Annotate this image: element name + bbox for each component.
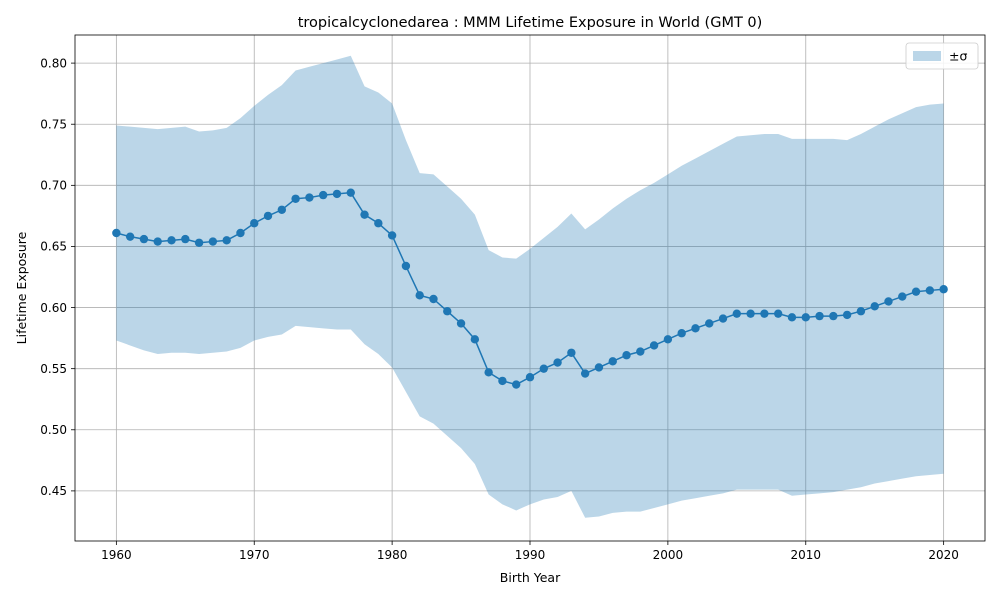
data-point [456, 319, 466, 328]
y-axis-label: Lifetime Exposure [14, 231, 29, 344]
x-tick-label: 2000 [653, 548, 684, 562]
y-tick-label: 0.45 [40, 484, 67, 498]
data-point [911, 287, 921, 296]
y-tick-label: 0.80 [40, 56, 67, 70]
data-point [553, 358, 562, 367]
data-point [139, 234, 149, 244]
x-tick-label: 2020 [928, 548, 959, 562]
chart-title: tropicalcyclonedarea : MMM Lifetime Expo… [298, 15, 763, 31]
x-tick-label: 1990 [515, 548, 546, 562]
data-point [443, 307, 452, 316]
data-point [512, 380, 521, 389]
data-point [815, 311, 824, 321]
data-point [222, 236, 231, 245]
data-point [263, 211, 273, 221]
data-point [925, 286, 935, 295]
data-point [801, 313, 810, 322]
data-point [760, 309, 769, 318]
data-point [498, 376, 507, 386]
data-point [125, 232, 135, 241]
data-point [829, 311, 838, 321]
grid-lines [75, 35, 985, 541]
data-point [691, 324, 700, 333]
data-point [856, 307, 866, 316]
data-point [594, 363, 604, 372]
y-tick-label: 0.55 [40, 362, 67, 376]
data-point [250, 219, 259, 228]
y-tick-label: 0.50 [40, 423, 67, 437]
legend-label-sigma: ±σ [949, 49, 967, 64]
data-point [718, 314, 728, 323]
legend: ±σ [905, 42, 979, 70]
legend-swatch-band [913, 51, 941, 61]
data-point [167, 236, 176, 245]
sigma-band [116, 55, 944, 518]
y-tick-label: 0.60 [40, 301, 67, 315]
data-point [898, 292, 907, 301]
data-point [181, 234, 190, 244]
y-axis-ticks: 0.45 0.50 0.55 0.60 0.65 0.70 0.75 0.80 [40, 56, 75, 498]
x-tick-label: 1970 [239, 548, 270, 562]
data-point [773, 309, 783, 318]
data-point [277, 205, 287, 214]
data-point [415, 291, 424, 300]
data-point [884, 297, 893, 306]
data-point [429, 294, 438, 304]
x-tick-label: 2010 [790, 548, 821, 562]
mean-exposure-points [112, 188, 948, 389]
data-point [360, 210, 369, 219]
data-point [939, 285, 948, 294]
data-point [608, 357, 617, 366]
y-tick-label: 0.70 [40, 179, 67, 193]
data-point [787, 313, 797, 322]
data-point [318, 190, 328, 200]
data-point [332, 189, 342, 199]
data-point [401, 261, 411, 271]
data-point [291, 194, 300, 203]
data-point [374, 219, 383, 228]
data-point [870, 302, 879, 311]
data-point [842, 310, 852, 320]
data-point [746, 309, 755, 318]
data-point [208, 237, 218, 246]
data-point [580, 369, 590, 378]
data-point [649, 341, 659, 350]
data-point [112, 228, 121, 238]
data-point [677, 329, 686, 338]
data-point [525, 373, 535, 382]
x-tick-label: 1960 [101, 548, 132, 562]
data-point [636, 347, 645, 356]
data-point [194, 238, 204, 247]
data-point [484, 368, 493, 377]
data-point [470, 335, 480, 344]
data-point [567, 348, 576, 357]
x-axis-ticks: 1960 1970 1980 1990 2000 2010 2020 [101, 541, 959, 562]
x-axis-label: Birth Year [500, 570, 561, 585]
data-point [305, 193, 314, 202]
data-point [539, 364, 548, 373]
data-point [705, 319, 714, 328]
legend-frame [905, 42, 979, 70]
data-point [346, 188, 355, 197]
data-point [663, 335, 673, 344]
data-point [622, 351, 631, 360]
y-tick-label: 0.65 [40, 240, 67, 254]
data-point [732, 309, 742, 318]
y-tick-label: 0.75 [40, 117, 67, 131]
data-point [236, 228, 245, 238]
data-point [153, 237, 162, 246]
data-point [387, 231, 397, 240]
x-tick-label: 1980 [377, 548, 408, 562]
